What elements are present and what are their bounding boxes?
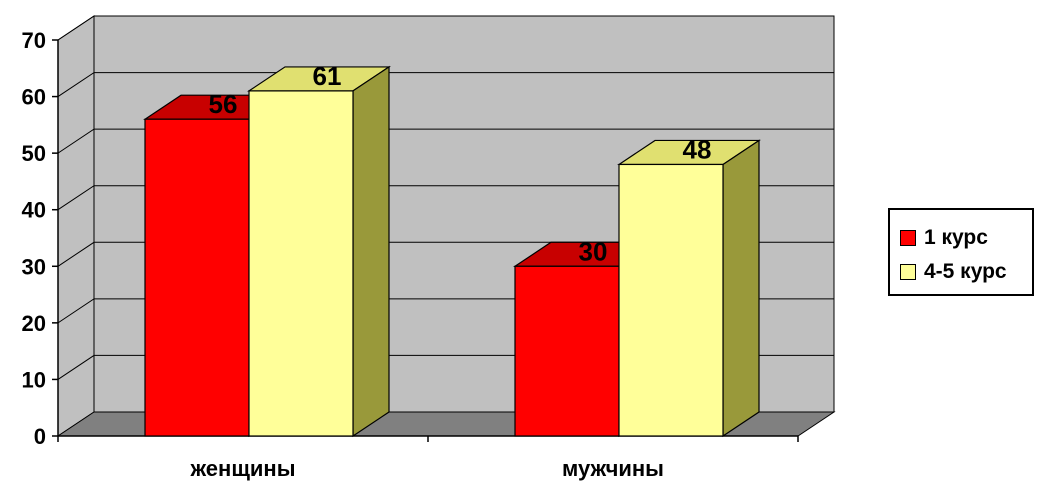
y-tick-label: 40 [22, 198, 46, 223]
category-label: мужчины [562, 456, 664, 481]
data-label: 48 [683, 134, 712, 164]
y-tick-label: 50 [22, 141, 46, 166]
y-tick-label: 70 [22, 28, 46, 53]
y-tick-label: 60 [22, 85, 46, 110]
category-label: женщины [190, 456, 296, 481]
data-label: 30 [579, 236, 608, 266]
legend-item-series-2: 4-5 курс [900, 260, 1007, 284]
gridline [57, 128, 834, 154]
gridline [57, 72, 834, 97]
y-tick-label: 10 [22, 367, 46, 392]
y-tick-label: 30 [22, 254, 46, 279]
gridline [57, 15, 834, 41]
data-label: 61 [313, 61, 342, 91]
bar-side [352, 65, 390, 438]
bars [143, 65, 761, 438]
legend-swatch-series-2 [900, 264, 916, 280]
side-wall [57, 15, 95, 437]
y-tick-label: 0 [34, 424, 46, 449]
bar [144, 118, 250, 437]
y-tick-label: 20 [22, 311, 46, 336]
legend-item-series-1: 1 курс [900, 226, 988, 250]
bar-side [722, 139, 760, 438]
bar [514, 265, 620, 437]
data-label: 56 [209, 89, 238, 119]
legend: 1 курс 4-5 курс [888, 208, 1034, 296]
bar [618, 163, 724, 437]
legend-label-series-1: 1 курс [924, 226, 988, 249]
legend-label-series-2: 4-5 курс [924, 260, 1007, 283]
gridline [57, 185, 834, 211]
legend-swatch-series-1 [900, 230, 916, 246]
bar [248, 90, 354, 437]
data-labels: 56 61 женщины 30 48 мужчины [190, 61, 712, 481]
